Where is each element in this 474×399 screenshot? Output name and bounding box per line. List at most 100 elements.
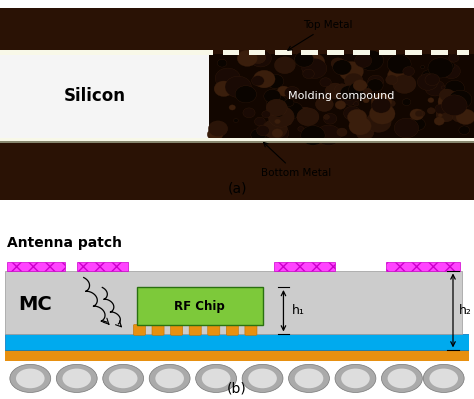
Circle shape [268, 106, 294, 127]
FancyBboxPatch shape [171, 324, 182, 335]
Text: Antenna patch: Antenna patch [7, 236, 122, 251]
FancyBboxPatch shape [152, 324, 164, 335]
Circle shape [320, 78, 331, 87]
Circle shape [214, 81, 233, 97]
Circle shape [441, 95, 467, 116]
Circle shape [354, 102, 359, 106]
Circle shape [355, 54, 372, 67]
Circle shape [325, 83, 345, 99]
Circle shape [294, 51, 314, 67]
Text: Silicon: Silicon [64, 87, 126, 105]
Circle shape [103, 364, 144, 393]
Bar [5, 350, 469, 361]
Circle shape [423, 364, 464, 393]
Circle shape [217, 59, 227, 67]
FancyBboxPatch shape [189, 324, 201, 335]
Circle shape [250, 49, 271, 67]
Bar [386, 262, 460, 271]
Circle shape [367, 79, 383, 92]
Circle shape [237, 50, 257, 66]
Circle shape [149, 364, 190, 393]
Circle shape [263, 119, 287, 138]
Circle shape [421, 70, 438, 83]
Circle shape [251, 129, 266, 141]
Circle shape [358, 50, 383, 71]
Circle shape [410, 118, 425, 130]
Text: (b): (b) [227, 381, 247, 395]
Circle shape [341, 369, 370, 388]
Circle shape [353, 80, 367, 91]
Bar [301, 50, 318, 55]
Circle shape [10, 364, 51, 393]
Circle shape [371, 93, 392, 109]
Circle shape [16, 369, 45, 388]
Circle shape [417, 109, 423, 114]
Circle shape [287, 121, 291, 124]
Bar [5, 334, 469, 350]
Text: h₁: h₁ [292, 304, 305, 317]
Circle shape [418, 74, 438, 90]
Circle shape [340, 85, 358, 100]
Circle shape [428, 108, 435, 114]
Circle shape [283, 102, 303, 119]
Bar [0, 50, 213, 55]
Circle shape [348, 82, 369, 98]
Circle shape [273, 108, 284, 117]
Circle shape [242, 364, 283, 393]
Circle shape [449, 54, 459, 62]
FancyBboxPatch shape [133, 324, 146, 335]
Circle shape [409, 119, 413, 122]
Bar [77, 262, 128, 271]
Circle shape [410, 109, 424, 120]
Circle shape [394, 118, 419, 138]
Text: h₂: h₂ [458, 304, 472, 317]
Circle shape [196, 364, 237, 393]
Circle shape [264, 89, 281, 103]
Bar [379, 50, 396, 55]
Bar [137, 287, 263, 326]
Circle shape [225, 76, 251, 97]
Circle shape [315, 97, 333, 111]
Circle shape [333, 60, 352, 75]
Circle shape [382, 364, 422, 393]
Circle shape [304, 53, 325, 70]
Circle shape [388, 100, 395, 107]
Text: RF Chip: RF Chip [174, 300, 225, 313]
Circle shape [428, 98, 434, 103]
Circle shape [438, 114, 442, 117]
Bar [0, 54, 209, 138]
Circle shape [368, 75, 383, 88]
Circle shape [275, 119, 280, 124]
Circle shape [266, 74, 284, 89]
Bar [327, 50, 344, 55]
FancyBboxPatch shape [208, 324, 220, 335]
Circle shape [272, 129, 283, 138]
Circle shape [299, 51, 319, 68]
Circle shape [387, 54, 411, 74]
Circle shape [300, 59, 305, 63]
Bar [275, 50, 292, 55]
Circle shape [218, 126, 222, 129]
Bar [223, 50, 239, 55]
Circle shape [324, 113, 337, 124]
Circle shape [215, 68, 240, 89]
Circle shape [297, 108, 319, 126]
Bar [5, 271, 462, 334]
Circle shape [434, 117, 444, 125]
Circle shape [250, 51, 266, 63]
Text: (a): (a) [227, 182, 247, 196]
Circle shape [335, 84, 349, 96]
Circle shape [366, 112, 391, 132]
Circle shape [246, 52, 256, 60]
Circle shape [370, 103, 395, 124]
Circle shape [419, 111, 425, 116]
Circle shape [266, 95, 288, 112]
Circle shape [429, 369, 458, 388]
Circle shape [372, 97, 391, 113]
Circle shape [388, 369, 416, 388]
Circle shape [235, 86, 256, 103]
Circle shape [109, 369, 137, 388]
Circle shape [253, 70, 275, 88]
Bar [7, 262, 65, 271]
Circle shape [269, 125, 289, 141]
